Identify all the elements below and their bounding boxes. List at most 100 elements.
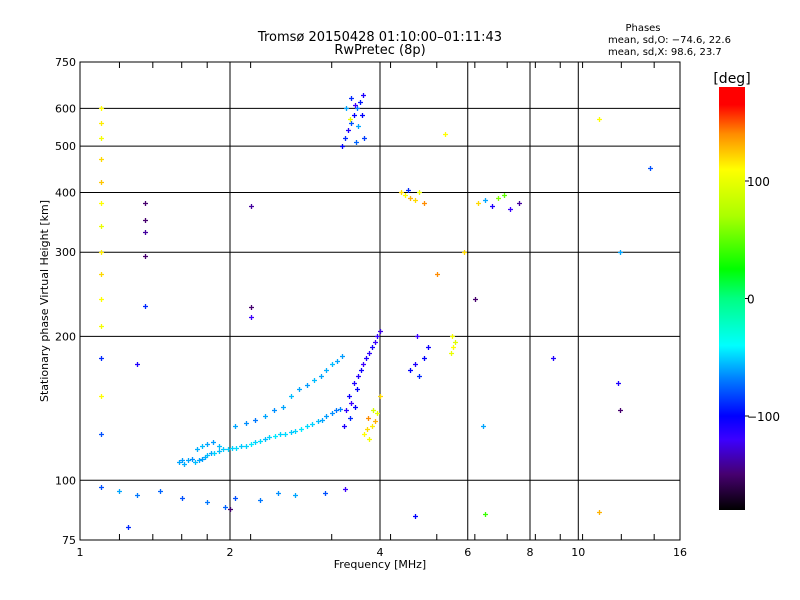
data-point — [375, 334, 380, 339]
data-point — [422, 201, 427, 206]
data-point — [212, 451, 217, 456]
x-tick-label: 16 — [673, 546, 687, 559]
data-point — [249, 305, 254, 310]
data-point — [353, 405, 358, 410]
y-tick-label: 75 — [62, 534, 76, 547]
data-point — [193, 460, 198, 465]
data-point — [99, 356, 104, 361]
colorbar-tick-label: 0 — [747, 293, 755, 307]
data-point — [473, 297, 478, 302]
data-point — [340, 354, 345, 359]
data-point — [293, 493, 298, 498]
data-point — [190, 457, 195, 462]
data-point — [648, 166, 653, 171]
data-point — [253, 418, 258, 423]
data-point — [375, 411, 380, 416]
data-points — [99, 93, 653, 530]
data-point — [481, 424, 486, 429]
data-point — [324, 414, 329, 419]
data-point — [355, 106, 360, 111]
data-point — [352, 381, 357, 386]
data-point — [273, 434, 278, 439]
data-point — [335, 359, 340, 364]
data-point — [143, 304, 148, 309]
data-point — [258, 439, 263, 444]
data-point — [483, 512, 488, 517]
data-point — [276, 491, 281, 496]
data-point — [135, 493, 140, 498]
grid-lines — [80, 62, 680, 540]
data-point — [359, 368, 364, 373]
data-point — [233, 424, 238, 429]
data-point — [310, 422, 315, 427]
data-point — [143, 230, 148, 235]
data-point — [99, 250, 104, 255]
data-point — [293, 429, 298, 434]
data-point — [353, 103, 358, 108]
data-point — [366, 416, 371, 421]
stats-o-line: mean, sd,O: −74.6, 22.6 — [608, 35, 731, 46]
data-point — [200, 444, 205, 449]
data-point — [195, 447, 200, 452]
data-point — [205, 453, 210, 458]
data-point — [367, 437, 372, 442]
data-point — [361, 362, 366, 367]
data-point — [349, 401, 354, 406]
data-point — [453, 340, 458, 345]
data-point — [249, 442, 254, 447]
data-point — [200, 457, 205, 462]
data-point — [349, 121, 354, 126]
data-point — [244, 444, 249, 449]
stats-x-line: mean, sd,X: 98.6, 23.7 — [608, 47, 722, 58]
data-point — [373, 340, 378, 345]
y-tick-label: 500 — [55, 140, 76, 153]
data-point — [342, 424, 347, 429]
colorbar-label: [deg] — [713, 71, 750, 87]
data-point — [343, 487, 348, 492]
data-point — [408, 196, 413, 201]
chart-title: Tromsø 20150428 01:10:00–01:11:43 — [257, 30, 502, 45]
data-point — [449, 351, 454, 356]
data-point — [354, 140, 359, 145]
data-point — [517, 201, 522, 206]
data-point — [451, 345, 456, 350]
data-point — [312, 378, 317, 383]
data-point — [403, 193, 408, 198]
data-point — [462, 250, 467, 255]
data-point — [289, 394, 294, 399]
data-point — [297, 387, 302, 392]
data-point — [258, 498, 263, 503]
data-point — [417, 190, 422, 195]
data-point — [352, 113, 357, 118]
data-point — [99, 224, 104, 229]
data-point — [267, 435, 272, 440]
data-point — [99, 136, 104, 141]
data-point — [367, 351, 372, 356]
data-point — [413, 514, 418, 519]
data-point — [126, 525, 131, 530]
data-point — [143, 201, 148, 206]
data-point — [343, 136, 348, 141]
y-tick-label: 100 — [55, 474, 76, 487]
axis-ticks: 1 2 4 6 8 10 16 75 100 200 300 400 500 600 750 — [55, 56, 687, 559]
x-tick-label: 10 — [571, 546, 585, 559]
colorbar-tick-label: 100 — [747, 175, 770, 189]
chart-subtitle: RwPretec (8p) — [334, 43, 425, 58]
data-point — [99, 106, 104, 111]
data-point — [435, 272, 440, 277]
data-point — [182, 462, 187, 467]
data-point — [450, 334, 455, 339]
data-point — [249, 315, 254, 320]
data-point — [316, 419, 321, 424]
data-point — [346, 128, 351, 133]
data-point — [278, 432, 283, 437]
data-point — [99, 121, 104, 126]
data-point — [356, 374, 361, 379]
data-point — [99, 201, 104, 206]
data-point — [323, 491, 328, 496]
data-point — [417, 374, 422, 379]
data-point — [234, 446, 239, 451]
data-point — [305, 424, 310, 429]
x-tick-label: 8 — [527, 546, 534, 559]
data-point — [355, 387, 360, 392]
